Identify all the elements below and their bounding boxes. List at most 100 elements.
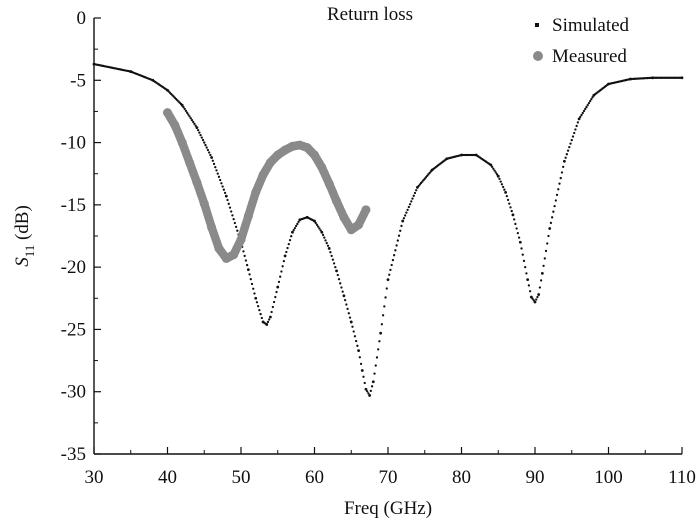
series-simulated-mark [297,220,300,224]
series-measured-point-5 [199,199,209,209]
series-simulated-point-45 [533,300,537,304]
series-simulated-mark [258,308,261,312]
series-simulated-mark [407,205,410,209]
series-simulated-mark [406,208,409,211]
series-simulated-mark [390,263,393,267]
series-simulated-mark [277,280,281,284]
series-simulated-mark [498,177,501,181]
series-measured-point-24 [339,212,349,222]
series-simulated-mark [288,239,292,242]
series-simulated-mark [292,229,295,232]
x-tick-label-80: 80 [452,467,471,488]
series-simulated-point-50 [577,117,581,121]
series-simulated-mark [535,298,538,301]
series-simulated-mark [415,189,418,192]
series-simulated-mark [219,178,222,182]
series-simulated-mark [231,214,234,217]
series-simulated-mark [544,249,548,253]
series-simulated-point-6 [210,156,214,159]
series-simulated-mark [505,194,508,198]
series-simulated-mark [375,356,379,359]
series-simulated-point-11 [261,320,265,324]
series-simulated-point-24 [349,320,353,324]
y-axis-ticks: 0 -5 -10 -15 -20 -25 -30 -35 [61,8,101,465]
series-measured-point-2 [177,138,187,148]
series-simulated-mark [326,244,330,247]
series-simulated-mark [324,239,327,242]
series-simulated-mark [411,197,414,200]
series-simulated-mark [223,191,227,195]
y-axis-label-symbol: S [12,257,33,267]
series-simulated-mark [315,223,319,226]
series-simulated-mark [522,259,526,263]
series-simulated-mark [317,225,320,228]
series-simulated-mark [286,246,289,250]
series-simulated-point-44 [529,295,533,299]
series-simulated-mark [588,100,592,103]
series-simulated-mark [190,118,194,122]
series-simulated-point-39 [496,174,500,178]
series-measured-point-21 [317,162,327,172]
series-simulated-mark [227,202,230,205]
series-simulated-mark [220,182,223,185]
series-simulated-mark [356,344,359,347]
series-simulated-mark [549,221,553,225]
y-axis-label: S11 (dB) [12,205,37,267]
series-simulated-mark [378,340,381,343]
series-measured-point-3 [185,158,195,168]
series-simulated-mark [381,314,385,317]
series-simulated-mark [494,171,497,174]
series-simulated-mark [412,194,415,197]
series-simulated-mark [565,153,568,156]
series-simulated-mark [294,224,298,228]
series-simulated-mark [234,225,238,229]
series-simulated-mark [245,263,249,267]
series-simulated-mark [228,206,232,209]
series-simulated-mark [358,356,361,359]
series-simulated-mark [568,145,571,149]
series-simulated-point-30 [379,331,383,335]
series-simulated-mark [402,217,406,220]
series-simulated-mark [337,278,341,281]
series-simulated-mark [194,124,197,127]
series-simulated-mark [232,218,235,221]
series-measured-point-8 [221,253,231,263]
series-simulated-mark [204,143,207,147]
series-simulated-point-9 [246,268,250,272]
series-simulated-mark [274,295,277,299]
series-simulated-mark [508,202,511,205]
series-simulated-mark [362,375,365,378]
series-simulated-mark [580,113,583,117]
series-simulated-mark [581,111,584,115]
series-simulated-point-5 [195,126,199,130]
series-simulated-mark [355,339,358,343]
series-simulated-mark [272,300,276,304]
chart-title: Return loss [327,4,413,25]
series-simulated-mark [250,282,254,286]
series-simulated-mark [339,282,342,285]
series-simulated-mark [193,122,196,126]
series-simulated-mark [189,117,192,120]
series-simulated-mark [517,236,521,239]
series-simulated-mark [199,133,202,137]
series-simulated [92,62,684,397]
series-simulated-mark [259,312,262,316]
series-measured-point-9 [229,250,239,260]
series-simulated-mark [351,325,354,328]
series-simulated-mark [554,199,557,202]
series-simulated-mark [206,148,210,152]
series-simulated-mark [182,105,185,109]
series-simulated-mark [521,253,524,256]
series-simulated-point-31 [386,278,390,281]
x-tick-label-40: 40 [158,467,177,488]
series-simulated-mark [279,275,282,278]
series-simulated-mark [383,305,386,308]
series-simulated-mark [287,242,290,246]
series-simulated-mark [392,254,396,257]
series-simulated-mark [543,257,546,260]
series-simulated-mark [281,265,284,268]
series-simulated-mark [539,279,543,282]
series-simulated-mark [400,224,403,228]
series-simulated-mark [408,203,412,206]
